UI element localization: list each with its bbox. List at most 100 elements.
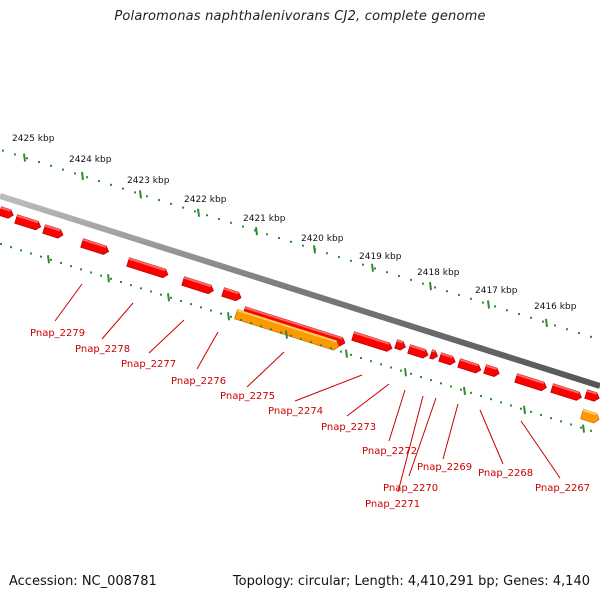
gene-label-line	[54, 283, 83, 322]
scale-dot	[470, 297, 472, 300]
gene-arrow[interactable]	[126, 257, 170, 279]
inner-dot	[460, 388, 462, 391]
inner-major-tick	[345, 349, 348, 358]
scale-dot	[206, 214, 208, 217]
scale-dot	[74, 172, 76, 175]
inner-dot	[300, 338, 302, 340]
scale-major-tick	[197, 208, 200, 217]
gene-label[interactable]: Pnap_2267	[535, 483, 590, 494]
gene-arrow[interactable]	[80, 238, 110, 256]
inner-dot	[220, 312, 222, 315]
inner-dot	[240, 319, 242, 321]
gene-label[interactable]: Pnap_2279	[30, 328, 85, 339]
gene-arrow[interactable]	[351, 331, 394, 353]
inner-dot	[190, 303, 192, 306]
gene-label[interactable]: Pnap_2270	[383, 483, 438, 494]
inner-dot	[380, 363, 382, 366]
inner-dot	[560, 420, 562, 423]
scale-label: 2416 kbp	[534, 302, 577, 312]
gene-label-line	[520, 420, 561, 479]
inner-dot	[440, 382, 442, 385]
scale-major-tick	[545, 318, 548, 328]
gene-arrow[interactable]	[457, 358, 483, 375]
inner-dot	[500, 401, 502, 404]
inner-dot	[520, 407, 522, 410]
gene-label[interactable]: Pnap_2275	[220, 391, 275, 402]
gene-label[interactable]: Pnap_2276	[171, 376, 226, 387]
scale-dot	[122, 187, 124, 190]
gene-arrow[interactable]	[0, 206, 15, 220]
gene-arrow[interactable]	[514, 373, 548, 392]
gene-arrow[interactable]	[42, 224, 65, 240]
gene-arrow[interactable]	[394, 339, 407, 352]
gene-arrow[interactable]	[584, 389, 600, 403]
scale-major-tick	[313, 245, 316, 254]
gene-label[interactable]: Pnap_2277	[121, 359, 176, 370]
gene-label-line	[148, 319, 185, 354]
gene-label-line	[388, 389, 406, 442]
gene-label[interactable]: Pnap_2268	[478, 468, 533, 479]
inner-dot	[30, 252, 32, 255]
inner-dot	[270, 328, 272, 331]
scale-dot	[182, 206, 184, 209]
scale-dot	[350, 259, 352, 262]
scale-label: 2423 kbp	[127, 176, 170, 186]
gene-label[interactable]: Pnap_2271	[365, 499, 420, 510]
scale-major-tick	[23, 153, 26, 162]
scale-dot	[398, 275, 400, 278]
gene-arrow[interactable]	[407, 344, 430, 360]
inner-dot	[170, 296, 172, 299]
scale-dot	[506, 309, 508, 312]
inner-major-tick	[285, 330, 288, 339]
scale-dot	[374, 267, 376, 270]
inner-dot	[10, 246, 12, 249]
inner-major-tick	[463, 386, 466, 396]
genome-backbone	[0, 193, 600, 389]
scale-dot	[566, 328, 568, 331]
scale-label: 2425 kbp	[12, 134, 55, 144]
scale-dot	[482, 301, 484, 304]
inner-dot	[290, 334, 292, 337]
scale-dot	[458, 294, 460, 297]
inner-dot	[430, 379, 432, 382]
inner-dot	[20, 249, 22, 252]
gene-arrow-rna[interactable]	[580, 408, 600, 424]
inner-major-tick	[107, 274, 110, 283]
scale-dot	[554, 324, 556, 327]
inner-dot	[50, 258, 52, 261]
gene-label-line	[397, 395, 424, 493]
gene-label[interactable]: Pnap_2273	[321, 422, 376, 433]
gene-arrow[interactable]	[550, 383, 583, 402]
scale-dot	[50, 164, 52, 167]
inner-dot	[470, 391, 472, 394]
scale-dot	[362, 263, 364, 266]
inner-dot	[140, 287, 142, 290]
inner-dot	[260, 325, 262, 328]
scale-major-tick	[81, 171, 84, 181]
scale-labels: 2425 kbp 2424 kbp 2423 kbp 2422 kbp 2421 kbp…	[12, 134, 577, 312]
inner-dot	[450, 385, 452, 388]
gene-arrow[interactable]	[181, 276, 215, 295]
scale-dot	[326, 252, 328, 255]
scale-dot	[530, 316, 532, 319]
scale-dot	[542, 320, 544, 323]
inner-dot	[550, 417, 552, 420]
gene-arrow[interactable]	[483, 364, 501, 378]
gene-label[interactable]: Pnap_2272	[362, 446, 417, 457]
scale-label: 2418 kbp	[417, 268, 460, 278]
inner-dot	[400, 369, 402, 372]
inner-dot	[90, 271, 92, 274]
scale-dot	[230, 221, 232, 224]
gene-arrow[interactable]	[14, 214, 43, 231]
gene-track	[0, 206, 600, 424]
inner-major-tick	[227, 312, 230, 321]
inner-dot	[60, 262, 62, 264]
gene-arrow[interactable]	[429, 349, 439, 361]
gene-arrow[interactable]	[438, 352, 457, 366]
gene-arrow[interactable]	[221, 287, 243, 302]
inner-dot	[340, 350, 342, 353]
gene-label[interactable]: Pnap_2269	[417, 462, 472, 473]
gene-arrow-rna[interactable]	[234, 308, 340, 351]
gene-label[interactable]: Pnap_2274	[268, 406, 323, 417]
gene-label[interactable]: Pnap_2278	[75, 344, 130, 355]
